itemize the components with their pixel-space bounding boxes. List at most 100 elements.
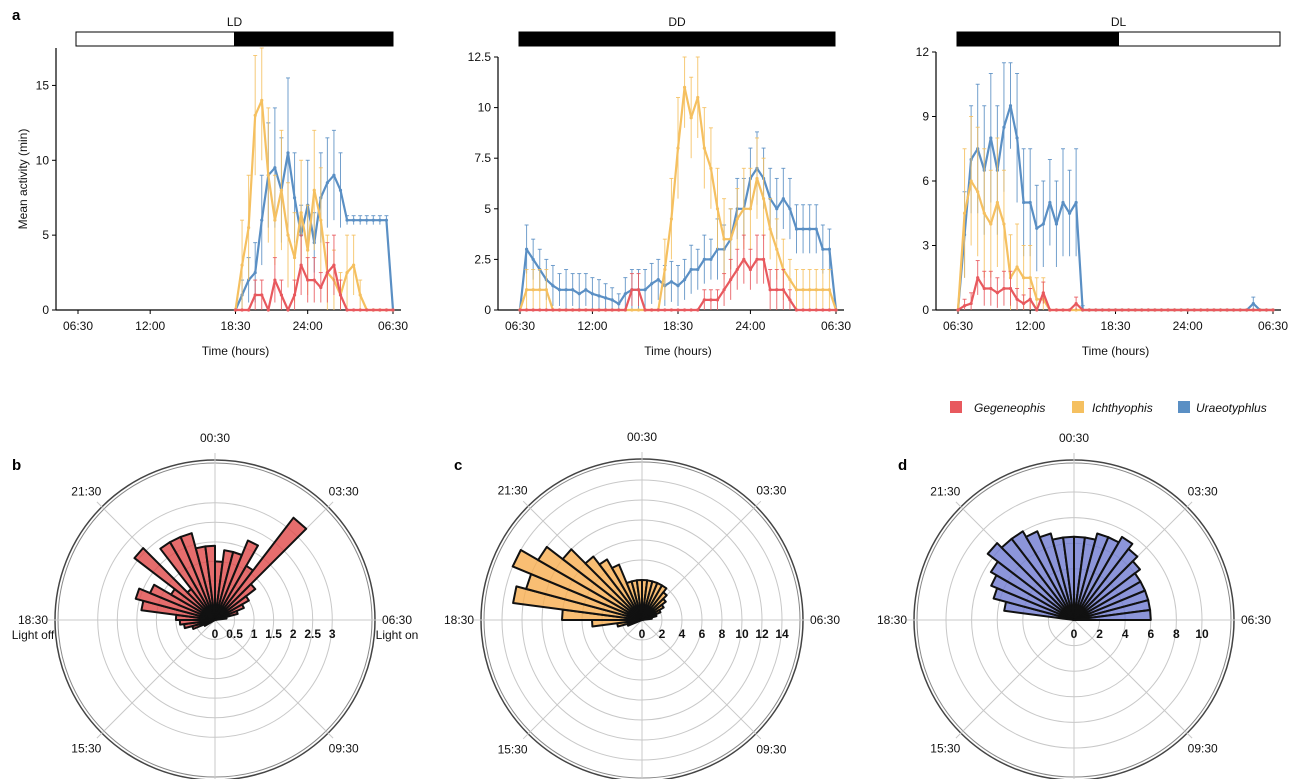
data-point-gegeneophis-dl-27 [1133,308,1137,312]
data-point-uraeotyphlus-ld-19 [358,218,362,222]
time-label-b-2: 06:30 [382,613,412,627]
data-point-gegeneophis-dd-41 [788,298,792,302]
time-label-d-6: 18:30 [877,613,907,627]
data-point-gegeneophis-dl-17 [1067,308,1072,312]
radial-tick-label-c-1: 2 [659,627,666,641]
time-label-c-3: 09:30 [756,742,786,756]
data-point-ichthyophis-ld-13 [319,218,323,222]
data-point-gegeneophis-dl-2 [969,301,973,306]
data-point-gegeneophis-dd-29 [709,298,713,302]
data-point-gegeneophis-ld-16 [338,293,343,297]
data-point-gegeneophis-dl-4 [982,286,986,291]
radial-tick-label-d-1: 2 [1096,627,1103,641]
data-point-ichthyophis-dd-18 [636,308,641,312]
legend-label-ichthyophis: Ichthyophis [1092,401,1153,415]
data-point-uraeotyphlus-dd-26 [689,267,693,272]
data-point-uraeotyphlus-dd-40 [781,197,785,201]
data-point-gegeneophis-dl-30 [1153,308,1157,312]
x-tick-label-dd-0: 06:30 [505,319,535,333]
data-point-uraeotyphlus-dd-8 [571,288,575,292]
spoke-d-5 [955,619,1075,739]
data-point-uraeotyphlus-dd-45 [814,227,818,231]
light-bar-dark-ld-1 [234,31,394,47]
data-point-gegeneophis-dl-26 [1127,308,1131,312]
radial-tick-label-b-5: 2.5 [304,627,321,641]
data-point-gegeneophis-ld-3 [253,293,257,297]
data-point-gegeneophis-dl-32 [1166,308,1170,312]
data-point-gegeneophis-dl-3 [976,276,980,280]
data-point-gegeneophis-dd-38 [768,288,772,292]
x-tick-label-dl-1: 12:00 [1015,319,1045,333]
data-point-gegeneophis-ld-22 [378,308,382,312]
data-point-gegeneophis-dl-16 [1061,308,1065,312]
data-point-gegeneophis-dd-17 [630,288,634,292]
title-dl: DL [1111,15,1127,29]
data-point-gegeneophis-dl-8 [1008,286,1013,291]
data-point-gegeneophis-dl-14 [1048,308,1052,312]
data-point-uraeotyphlus-dd-14 [610,298,614,302]
data-point-gegeneophis-ld-18 [352,308,356,312]
data-point-uraeotyphlus-dl-5 [989,136,993,140]
data-point-gegeneophis-dd-9 [577,308,581,312]
time-label-b-1: 03:30 [329,484,359,498]
data-point-gegeneophis-dl-1 [962,304,967,308]
data-point-gegeneophis-dd-23 [669,308,674,312]
rose-chart-d: 024681000:3003:3006:3009:3012:3015:3018:… [877,431,1271,779]
data-point-ichthyophis-dl-5 [989,222,993,226]
data-point-gegeneophis-dl-48 [1271,308,1275,312]
data-point-uraeotyphlus-ld-15 [332,173,336,177]
data-point-ichthyophis-dd-24 [676,146,680,150]
data-point-uraeotyphlus-dd-21 [656,278,660,282]
data-point-ichthyophis-dl-7 [1002,222,1006,226]
data-point-gegeneophis-dd-45 [814,308,818,312]
light-bar-dark-dd-0 [518,31,836,47]
data-point-ichthyophis-dl-9 [1015,265,1019,269]
data-point-ichthyophis-dd-38 [768,227,772,231]
data-point-gegeneophis-dd-24 [676,308,680,312]
data-point-gegeneophis-dd-31 [722,288,726,292]
radial-tick-label-c-3: 6 [699,627,706,641]
data-point-ichthyophis-dd-17 [630,308,634,312]
data-point-gegeneophis-dl-23 [1107,308,1111,312]
data-point-ichthyophis-dl-11 [1028,276,1032,280]
data-point-gegeneophis-dl-7 [1002,286,1006,291]
data-point-gegeneophis-dl-31 [1159,308,1164,312]
data-point-gegeneophis-dd-42 [794,308,799,312]
data-point-gegeneophis-ld-5 [266,308,270,312]
data-point-gegeneophis-ld-7 [279,293,284,297]
data-point-uraeotyphlus-dd-13 [603,296,608,300]
data-point-uraeotyphlus-dl-13 [1041,222,1045,226]
y-tick-label-dl-3: 9 [922,110,929,124]
x-tick-label-ld-4: 06:30 [378,319,408,333]
data-point-uraeotyphlus-ld-8 [286,151,290,155]
data-point-gegeneophis-dd-1 [524,308,529,312]
data-point-gegeneophis-ld-23 [384,308,389,312]
spoke-b-3 [214,619,334,739]
data-point-ichthyophis-dd-29 [709,166,713,170]
x-tick-label-dd-1: 12:00 [577,319,607,333]
panel-letter-b: b [12,457,21,474]
data-point-gegeneophis-ld-17 [345,308,349,312]
legend: Gegeneophis Ichthyophis Uraeotyphlus [950,401,1267,415]
data-point-gegeneophis-dd-19 [643,308,647,312]
data-point-uraeotyphlus-dl-11 [1028,200,1032,205]
rose-bar-c-25 [641,616,653,621]
time-label-d-5: 15:30 [930,742,960,756]
data-point-ichthyophis-dd-1 [524,288,529,292]
spoke-d-3 [1073,619,1193,739]
data-point-ichthyophis-dl-3 [976,190,980,194]
data-point-uraeotyphlus-ld-21 [371,218,375,222]
y-tick-label-dd-0: 0 [484,303,491,317]
y-tick-label-ld-3: 15 [36,78,50,92]
data-point-uraeotyphlus-dl-9 [1015,136,1019,140]
data-point-gegeneophis-dd-33 [735,267,739,272]
data-point-gegeneophis-ld-20 [365,308,369,312]
data-point-ichthyophis-dd-3 [538,288,542,292]
data-point-gegeneophis-dd-8 [571,308,575,312]
time-label-c-0: 00:30 [627,430,657,444]
data-point-uraeotyphlus-ld-9 [292,196,297,200]
data-point-gegeneophis-dl-9 [1015,297,1019,301]
data-point-ichthyophis-ld-9 [292,256,297,260]
line-chart-ld: LD 0 5 10 15 06:30 12:00 18:30 24:00 06:30 Time (h… [16,15,408,358]
